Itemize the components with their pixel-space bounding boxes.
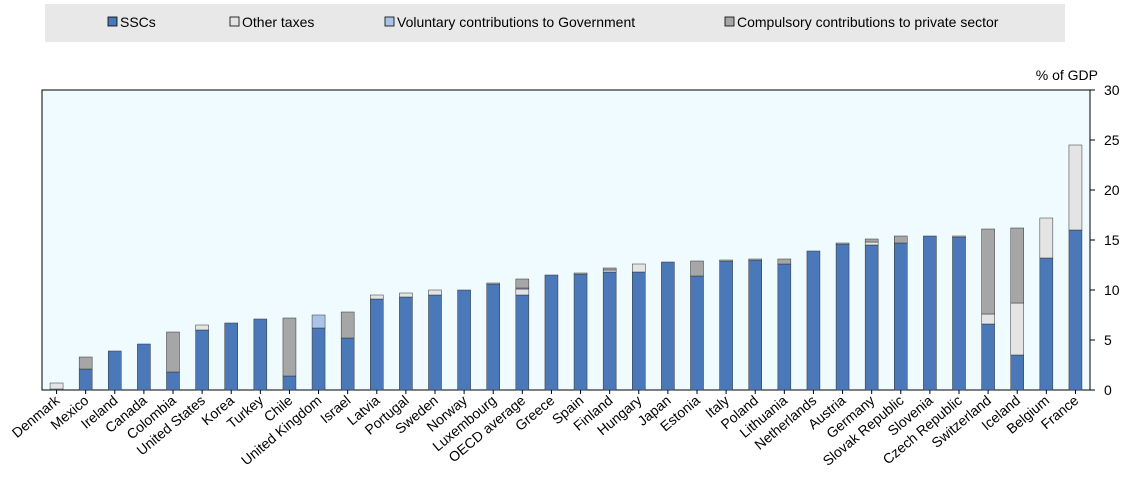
bar-segment — [1039, 217, 1054, 259]
bar-segment — [864, 238, 879, 243]
bar-segment — [311, 314, 326, 329]
bar-segment — [253, 318, 268, 391]
bar-segment — [632, 263, 646, 273]
bar-segment — [78, 368, 93, 391]
bar-segment — [282, 317, 297, 377]
legend: SSCs Other taxes Voluntary contributions t… — [107, 14, 999, 30]
bar-segment — [981, 323, 995, 391]
bar-segment — [894, 242, 908, 391]
bar-segment — [78, 356, 93, 370]
bar-segment — [1039, 257, 1054, 391]
bar-segment — [1010, 302, 1024, 356]
y-tick-label: 10 — [1104, 282, 1120, 298]
legend-swatch — [229, 16, 240, 27]
bar-segment — [602, 269, 617, 273]
bar-segment — [457, 289, 471, 391]
bar-segment — [777, 258, 792, 265]
bar-segment — [224, 322, 238, 391]
bar-segment — [486, 282, 500, 285]
y-tick-label: 30 — [1104, 82, 1120, 98]
bar-segment — [370, 294, 384, 300]
bar-segment — [428, 294, 442, 391]
bar-segment — [137, 343, 151, 391]
bar-segment — [952, 236, 966, 391]
bar-segment — [108, 350, 122, 391]
bar-segment — [515, 278, 530, 289]
legend-swatch — [107, 16, 118, 27]
y-axis-label: % of GDP — [1036, 67, 1098, 83]
legend-swatch — [384, 16, 395, 27]
bar-segment — [573, 273, 588, 391]
y-tick-label: 0 — [1104, 382, 1112, 398]
bar-segment — [835, 243, 850, 391]
bar-segment — [894, 235, 908, 244]
y-tick-label: 5 — [1104, 332, 1112, 348]
bar-segment — [806, 250, 821, 391]
bar-segment — [690, 275, 704, 391]
bar-segment — [1010, 227, 1024, 304]
y-tick-label: 25 — [1104, 132, 1120, 148]
bar-segment — [981, 313, 995, 325]
bar-segment — [748, 259, 762, 391]
bar-segment — [515, 288, 530, 296]
bar-segment — [952, 235, 966, 238]
bar-segment — [748, 258, 762, 261]
bar-segment — [573, 272, 588, 275]
bar-segment — [661, 261, 675, 391]
bar-segment — [428, 289, 442, 296]
y-tick-label: 20 — [1104, 182, 1120, 198]
bar-segment — [399, 292, 413, 298]
bar-segment — [1010, 354, 1024, 391]
bar-segment — [340, 337, 355, 391]
bar-segment — [981, 228, 995, 315]
legend-label: Voluntary contributions to Government — [397, 14, 635, 30]
legend-label: Other taxes — [242, 14, 314, 30]
bar-segment — [544, 274, 559, 391]
bar-segment — [602, 271, 617, 391]
bar-segment — [195, 329, 209, 391]
bar-segment — [166, 331, 180, 373]
bar-segment — [282, 375, 297, 391]
legend-label: Compulsory contributions to private sect… — [737, 14, 999, 30]
bar-segment — [923, 235, 937, 391]
bar-segment — [864, 244, 879, 391]
bar-segment — [835, 242, 850, 245]
bar-segment — [195, 324, 209, 331]
bar-segment — [864, 241, 879, 246]
bar-segment — [690, 260, 704, 277]
bar-segment — [719, 260, 733, 391]
bar-segment — [1068, 144, 1083, 231]
bar-segment — [340, 311, 355, 339]
legend-swatch — [724, 16, 735, 27]
y-tick-label: 15 — [1104, 232, 1120, 248]
bar-segment — [719, 259, 733, 262]
bar-segment — [311, 327, 326, 391]
plot-area — [41, 89, 1091, 391]
legend-background — [45, 4, 1065, 42]
bar-segment — [49, 382, 64, 390]
bar-segment — [777, 263, 792, 391]
legend-label: SSCs — [120, 14, 156, 30]
bar-segment — [486, 283, 500, 391]
bar-segment — [602, 267, 617, 271]
bar-segment — [1068, 229, 1083, 391]
bar-segment — [166, 371, 180, 391]
bar-segment — [399, 296, 413, 391]
bar-segment — [515, 294, 530, 391]
bar-segment — [370, 298, 384, 391]
bar-segment — [632, 271, 646, 391]
